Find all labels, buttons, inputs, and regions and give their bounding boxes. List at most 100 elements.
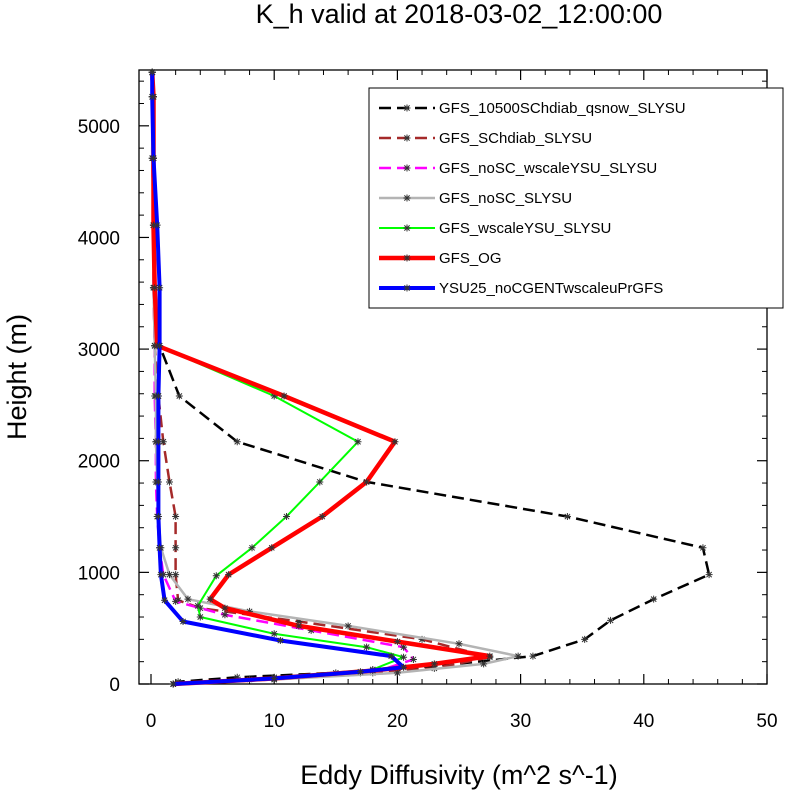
series-point (248, 544, 256, 552)
y-tick-label: 3000 (78, 340, 120, 361)
y-tick-label: 0 (109, 675, 120, 696)
x-tick-label: 10 (264, 711, 285, 732)
series-6 (148, 68, 408, 688)
series-point (161, 596, 169, 604)
series-point (514, 652, 522, 660)
x-tick-label: 20 (387, 711, 408, 732)
legend-label: GFS_10500SChdiab_qsnow_SLYSU (439, 100, 686, 117)
series-point (159, 438, 167, 446)
series-point (175, 392, 183, 400)
y-tick-label: 1000 (78, 563, 120, 584)
series-point (418, 635, 426, 643)
legend-entry: YSU25_noCGENTwscaleuPrGFS (379, 280, 663, 297)
plot-frame (138, 69, 768, 685)
series-point (363, 478, 371, 486)
legend-entry: GFS_OG (379, 250, 502, 267)
series-point (246, 607, 254, 615)
series-point (225, 571, 233, 579)
series-point (563, 513, 571, 521)
series-point (179, 617, 187, 625)
series-point (233, 438, 241, 446)
series-point (295, 622, 303, 630)
series-point (430, 660, 438, 668)
series-point (354, 438, 362, 446)
legend-entry: GFS_10500SChdiab_qsnow_SLYSU (379, 100, 686, 117)
legend-label: YSU25_noCGENTwscaleuPrGFS (439, 280, 663, 297)
series-point (455, 640, 463, 648)
series-point (283, 513, 291, 521)
series-point (212, 572, 220, 580)
series-point (151, 284, 159, 292)
series-point (318, 513, 326, 521)
series-point (154, 438, 162, 446)
series-layer (148, 68, 713, 688)
series-point (486, 652, 494, 660)
series-point (387, 652, 395, 660)
series-point (268, 544, 276, 552)
legend-marker (403, 164, 411, 172)
series-point (184, 595, 192, 603)
series-point (156, 544, 164, 552)
legend-label: GFS_OG (439, 250, 502, 267)
y-tick-label: 4000 (78, 228, 120, 249)
series-point (196, 613, 204, 621)
legend-marker (403, 284, 411, 292)
series-point (529, 652, 537, 660)
series-point (307, 626, 315, 634)
y-tick-label: 2000 (78, 452, 120, 473)
series-point (391, 438, 399, 446)
legend-marker (403, 134, 411, 142)
series-point (581, 635, 589, 643)
series-4 (148, 68, 408, 688)
series-point (172, 544, 180, 552)
series-point (705, 571, 713, 579)
legend: GFS_10500SChdiab_qsnow_SLYSU GFS_SChdiab_… (368, 87, 784, 309)
legend-label: GFS_wscaleYSU_SLYSU (439, 220, 611, 237)
x-tick-label: 50 (756, 711, 777, 732)
series-point (233, 673, 241, 681)
series-point (206, 595, 214, 603)
series-point (172, 571, 180, 579)
y-tick-label: 5000 (78, 117, 120, 138)
legend-label: GFS_SChdiab_SLYSU (439, 130, 592, 147)
series-point (409, 655, 417, 663)
series-point (270, 674, 278, 682)
legend-entry: GFS_noSC_wscaleYSU_SLYSU (379, 160, 657, 177)
series-point (149, 154, 157, 162)
series-point (363, 643, 371, 651)
legend-box (368, 87, 784, 309)
series-point (393, 669, 401, 677)
series-point (270, 392, 278, 400)
x-axis-title: Eddy Diffusivity (m^2 s^-1) (300, 760, 617, 790)
series-point (156, 342, 164, 350)
legend-label: GFS_noSC_wscaleYSU_SLYSU (439, 160, 657, 177)
series-point (194, 602, 202, 610)
series-point (174, 596, 182, 604)
y-axis-ticks: 0 1000 2000 3000 4000 5000 (78, 80, 767, 696)
series-point (316, 478, 324, 486)
series-point (172, 597, 180, 605)
x-tick-label: 40 (633, 711, 654, 732)
series-point (148, 93, 156, 101)
series-point (165, 478, 173, 486)
x-tick-label: 0 (146, 711, 157, 732)
series-point (221, 611, 229, 619)
series-point (149, 221, 157, 229)
legend-entry: GFS_noSC_SLYSU (379, 190, 572, 207)
series-point (221, 604, 229, 612)
legend-entry: GFS_wscaleYSU_SLYSU (379, 220, 611, 237)
series-line (150, 72, 406, 686)
series-point (154, 392, 162, 400)
legend-marker (403, 104, 411, 112)
series-point (393, 638, 401, 646)
series-point (699, 544, 707, 552)
series-point (480, 660, 488, 668)
y-axis-title: Height (m) (2, 314, 32, 440)
series-point (295, 617, 303, 625)
legend-entry: GFS_SChdiab_SLYSU (379, 130, 592, 147)
series-point (270, 630, 278, 638)
series-point (356, 668, 364, 676)
series-point (400, 663, 408, 671)
legend-marker (403, 254, 411, 262)
